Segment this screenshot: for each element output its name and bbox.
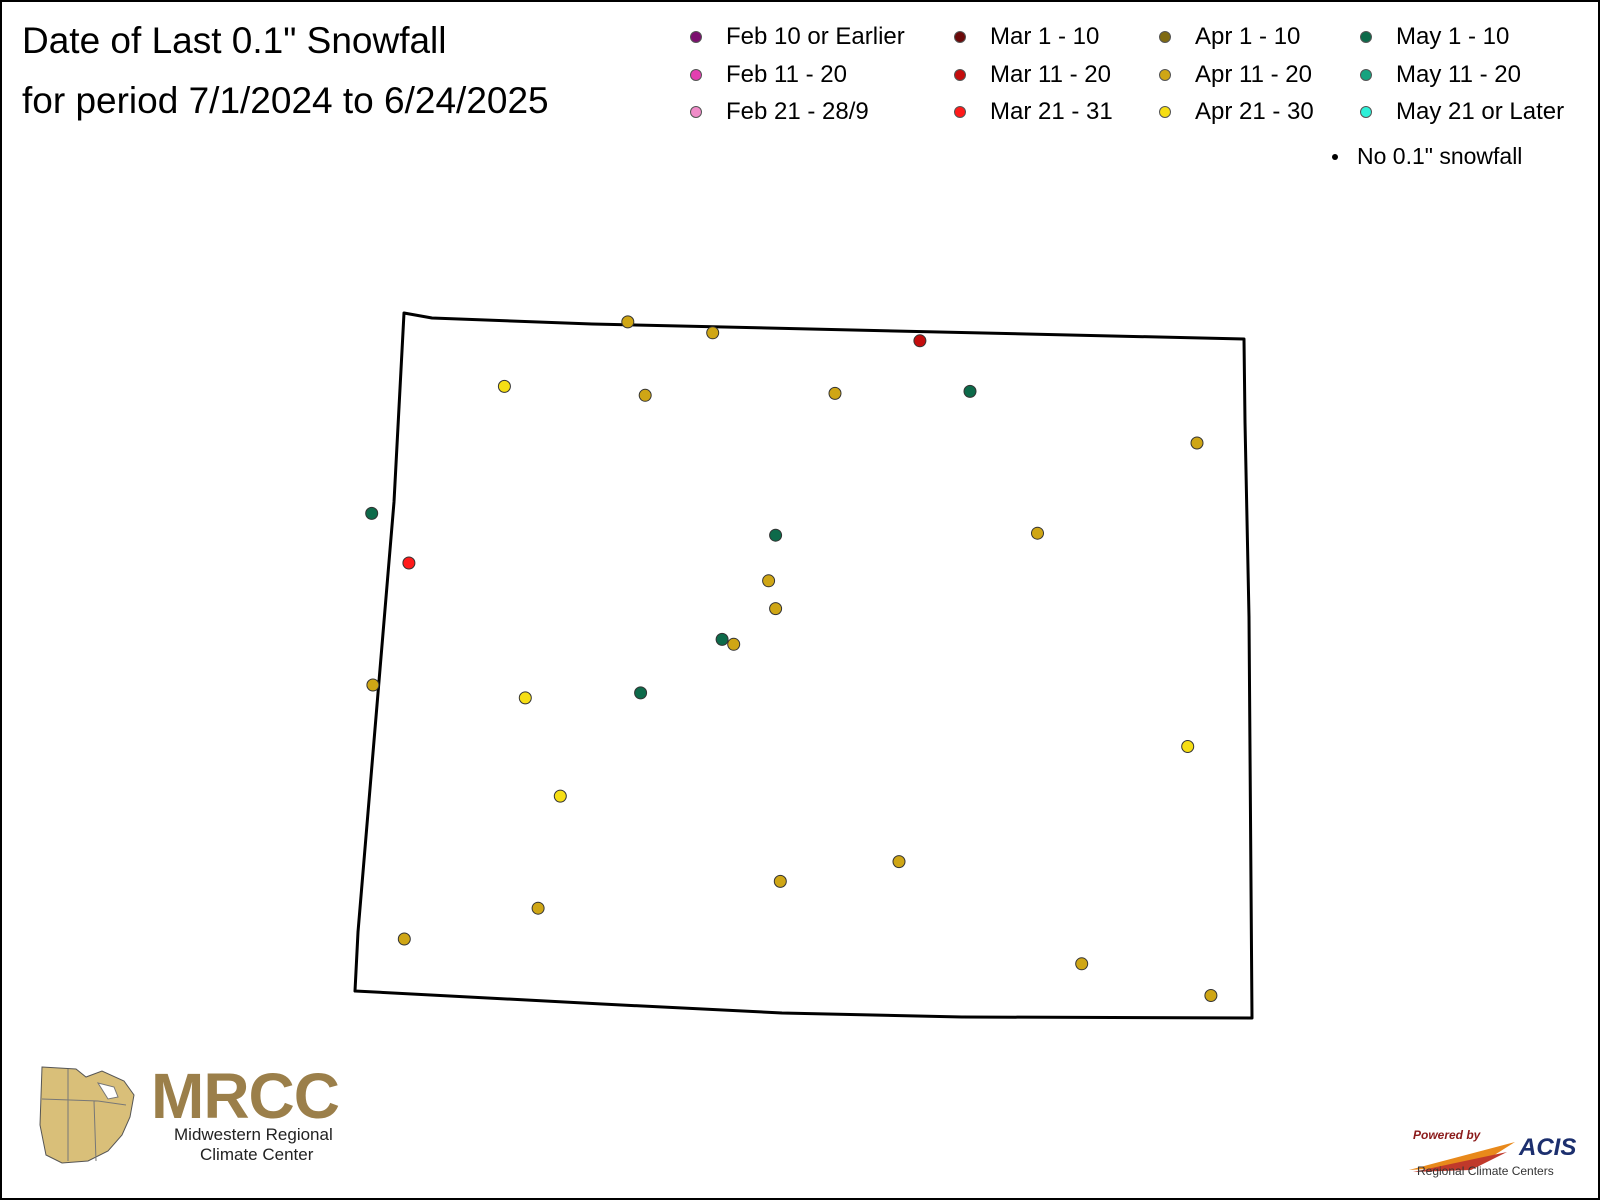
acis-logo-text: ACIS xyxy=(1519,1134,1577,1161)
acis-swoosh-icon xyxy=(1409,1142,1515,1172)
station-marker[interactable] xyxy=(769,602,783,616)
legend-label: Apr 1 - 10 xyxy=(1195,23,1301,50)
station-marker[interactable] xyxy=(497,379,511,393)
station-marker[interactable] xyxy=(769,528,783,542)
map-title-line-1: Date of Last 0.1" Snowfall xyxy=(22,20,447,61)
map-title-line-2: for period 7/1/2024 to 6/24/2025 xyxy=(22,80,549,121)
station-marker[interactable] xyxy=(1181,740,1195,753)
legend-label: Feb 11 - 20 xyxy=(726,61,847,88)
legend-swatch-icon xyxy=(690,106,702,118)
legend-item: Feb 10 or Earlier xyxy=(690,22,905,52)
legend-item: May 11 - 20 xyxy=(1360,60,1521,90)
legend-item: Feb 21 - 28/9 xyxy=(690,97,869,127)
legend-item: Feb 11 - 20 xyxy=(690,60,847,90)
station-marker[interactable] xyxy=(1204,989,1218,1002)
station-marker[interactable] xyxy=(634,686,648,700)
legend-label: May 1 - 10 xyxy=(1396,23,1510,50)
legend-label: Apr 21 - 30 xyxy=(1195,98,1314,125)
station-marker[interactable] xyxy=(773,874,787,888)
legend-swatch-icon xyxy=(1360,31,1372,43)
legend-label: Mar 21 - 31 xyxy=(990,98,1113,125)
mrcc-logo-text: MRCC xyxy=(151,1060,340,1132)
legend-label: Feb 21 - 28/9 xyxy=(726,98,869,125)
legend-item: May 21 or Later xyxy=(1360,97,1564,127)
legend-item: Apr 11 - 20 xyxy=(1159,60,1312,90)
station-marker[interactable] xyxy=(913,334,927,348)
legend-item-no-snowfall: No 0.1" snowfall xyxy=(1332,143,1522,170)
mrcc-logo: MRCC Midwestern Regional Climate Center xyxy=(38,1060,378,1175)
legend-label: May 11 - 20 xyxy=(1396,61,1521,88)
legend-item: Mar 1 - 10 xyxy=(954,22,1099,52)
legend-swatch-icon xyxy=(1360,69,1372,81)
acis-logo-subtitle: Regional Climate Centers xyxy=(1417,1164,1554,1178)
legend: Feb 10 or Earlier Feb 11 - 20 Feb 21 - 28/… xyxy=(2,2,1598,182)
legend-swatch-icon xyxy=(1159,69,1171,81)
station-marker[interactable] xyxy=(638,388,652,402)
legend-item: May 1 - 10 xyxy=(1360,22,1509,52)
state-boundary xyxy=(353,311,1254,1020)
legend-swatch-icon xyxy=(690,69,702,81)
legend-swatch-icon xyxy=(1159,106,1171,118)
station-marker[interactable] xyxy=(1075,957,1089,971)
acis-powered-by-text: Powered by xyxy=(1413,1128,1481,1142)
station-marker[interactable] xyxy=(727,637,741,651)
legend-label: Feb 10 or Earlier xyxy=(726,23,905,50)
station-marker[interactable] xyxy=(402,556,416,570)
station-marker[interactable] xyxy=(1031,526,1044,540)
station-marker[interactable] xyxy=(828,386,842,400)
station-marker[interactable] xyxy=(365,506,379,520)
legend-label: May 21 or Later xyxy=(1396,98,1565,125)
station-marker[interactable] xyxy=(762,574,776,588)
legend-swatch-icon xyxy=(1159,31,1171,43)
legend-label: Mar 1 - 10 xyxy=(990,23,1100,50)
legend-swatch-icon xyxy=(954,31,966,43)
legend-item: Apr 1 - 10 xyxy=(1159,22,1300,52)
station-marker[interactable] xyxy=(1190,436,1204,450)
midwest-region-map-icon xyxy=(39,1066,135,1164)
legend-label: No 0.1" snowfall xyxy=(1357,143,1523,169)
legend-swatch-icon xyxy=(954,69,966,81)
station-marker[interactable] xyxy=(892,855,906,869)
station-marker[interactable] xyxy=(706,326,720,340)
legend-item: Apr 21 - 30 xyxy=(1159,97,1314,127)
station-marker[interactable] xyxy=(531,901,545,915)
acis-logo: Powered by ACIS Regional Climate Centers xyxy=(1407,1128,1587,1188)
legend-swatch-icon xyxy=(1360,106,1372,118)
legend-swatch-icon xyxy=(690,31,702,43)
mrcc-logo-subtitle: Midwestern Regional xyxy=(174,1125,333,1144)
station-marker[interactable] xyxy=(397,932,411,946)
legend-item: Mar 11 - 20 xyxy=(954,60,1111,90)
legend-label: Mar 11 - 20 xyxy=(990,61,1111,88)
station-markers xyxy=(365,315,1218,1002)
station-marker[interactable] xyxy=(621,315,635,329)
no-snowfall-marker-icon xyxy=(1332,153,1338,160)
station-marker[interactable] xyxy=(553,789,567,803)
legend-swatch-icon xyxy=(954,106,966,118)
mrcc-logo-subtitle: Climate Center xyxy=(200,1145,314,1164)
station-marker[interactable] xyxy=(963,384,977,398)
station-marker[interactable] xyxy=(715,632,729,646)
legend-item: Mar 21 - 31 xyxy=(954,97,1113,127)
station-marker[interactable] xyxy=(518,691,532,705)
station-marker[interactable] xyxy=(366,678,380,692)
legend-label: Apr 11 - 20 xyxy=(1195,61,1312,88)
